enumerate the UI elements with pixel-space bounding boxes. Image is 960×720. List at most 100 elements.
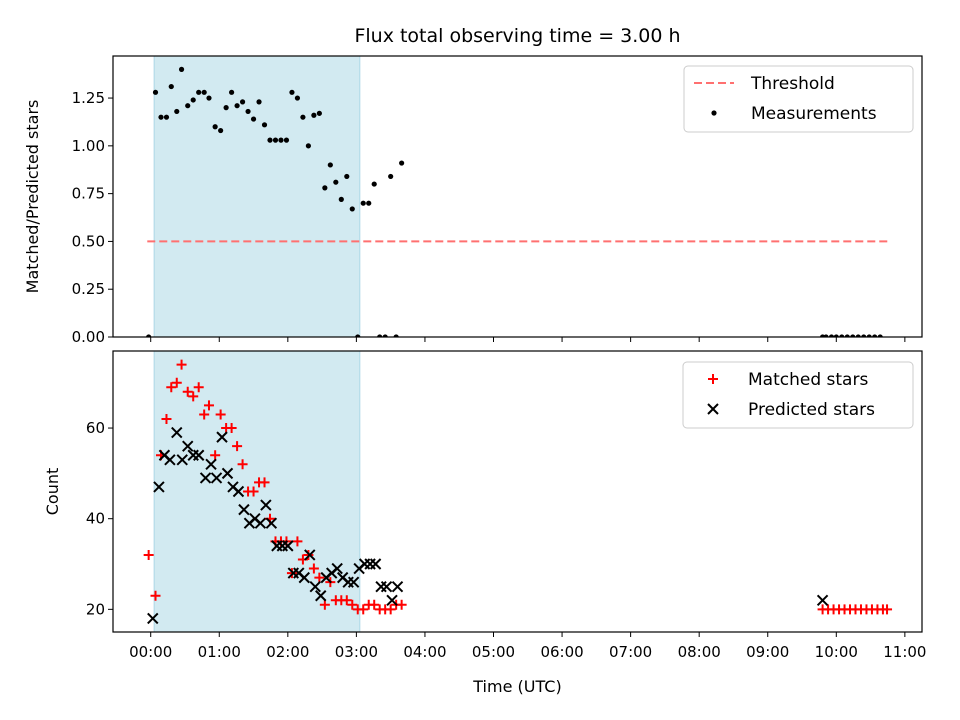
matched-stars-point: [319, 599, 330, 610]
y-tick-label: 40: [86, 510, 105, 528]
measurements-point: [201, 89, 207, 95]
y-tick-label: 0.50: [72, 232, 105, 250]
x-tick-label: 02:00: [266, 643, 309, 661]
measurements-point: [289, 89, 295, 95]
matched-stars-point: [182, 386, 193, 397]
legend-label-measurements: Measurements: [751, 104, 877, 124]
x-tick-label: 06:00: [540, 643, 583, 661]
matched-stars-point: [237, 459, 248, 470]
measurements-point: [206, 95, 212, 101]
x-tick-label: 03:00: [335, 643, 378, 661]
matched-stars-point: [210, 450, 221, 461]
matched-stars-point: [369, 599, 380, 610]
predicted-stars-point: [369, 558, 382, 570]
measurements-point: [844, 334, 850, 337]
measurements-point: [322, 185, 328, 191]
predicted-stars-point: [380, 580, 393, 593]
measurements-point: [823, 334, 829, 337]
y-tick-label: 60: [86, 419, 105, 437]
measurements-point: [294, 95, 301, 101]
predicted-stars-point: [199, 472, 212, 484]
predicted-stars-point: [375, 580, 387, 593]
legend-swatch-measurements: [711, 110, 717, 116]
axes-frame: [112, 350, 923, 633]
y-tick-label: 0.00: [72, 328, 105, 346]
matched-stars-point: [188, 391, 199, 402]
measurements-point: [158, 114, 164, 120]
legend-swatch-matched-stars: [708, 374, 718, 384]
x-tick-label: 07:00: [609, 643, 652, 661]
matched-stars-point: [203, 400, 214, 411]
matched-stars-point: [347, 599, 358, 610]
y-tick-label: 20: [86, 600, 105, 618]
predicted-stars-point: [347, 576, 360, 588]
measurements-point: [152, 89, 159, 95]
measurements-point: [267, 137, 273, 143]
bottom-panel: 20 40 60 00:00 01:00 02:00 03:00 04:00 05:00 06:0…: [43, 350, 926, 661]
measurements-point: [338, 196, 344, 202]
predicted-stars-point: [816, 594, 829, 606]
matched-stars-point: [176, 359, 187, 370]
predicted-stars-point: [315, 590, 327, 602]
matched-stars-point: [396, 599, 407, 610]
predicted-stars-point: [260, 499, 272, 511]
measurements-point: [360, 200, 366, 206]
measurements-point: [355, 334, 361, 337]
legend-label-matched-stars: Matched stars: [748, 370, 868, 390]
chart-title: Flux total observing time = 3.00 h: [354, 25, 680, 47]
x-tick-label: 10:00: [815, 643, 858, 661]
predicted-stars-point: [176, 454, 188, 466]
measurements-point: [178, 66, 185, 72]
measurements-point: [371, 181, 377, 187]
predicted-stars-point: [216, 431, 228, 443]
predicted-stars-point: [298, 571, 310, 584]
plot-area: [146, 66, 888, 337]
measurements-point: [185, 103, 191, 109]
measurements-point: [218, 127, 224, 134]
measurements-point: [305, 143, 311, 149]
predicted-stars-point: [171, 426, 183, 439]
measurements-point: [300, 114, 306, 120]
x-tick-label: 11:00: [883, 643, 926, 661]
measurements-point: [234, 103, 240, 109]
measurements-point: [388, 173, 394, 180]
matched-stars-point: [150, 590, 161, 601]
measurements-point: [168, 83, 174, 90]
y-tick-label: 0.25: [72, 280, 105, 298]
predicted-stars-point: [205, 458, 217, 471]
matched-stars-point: [226, 423, 237, 434]
predicted-stars-point: [358, 558, 371, 570]
measurements-point: [245, 108, 251, 115]
predicted-stars-point: [304, 549, 316, 561]
measurements-point: [828, 334, 835, 337]
x-tick-label: 01:00: [198, 643, 241, 661]
measurements-point: [382, 334, 388, 337]
legend-label-predicted-stars: Predicted stars: [748, 400, 875, 420]
predicted-stars-point: [282, 540, 294, 552]
matched-stars-point: [232, 441, 243, 452]
y-axis-label: Count: [43, 468, 62, 516]
measurements-point: [839, 334, 845, 337]
matched-stars-point: [248, 486, 259, 497]
matched-stars-point: [199, 409, 210, 420]
x-axis-label: Time (UTC): [472, 677, 561, 696]
predicted-stars-point: [265, 517, 278, 529]
measurements-point: [349, 206, 355, 212]
matched-stars-point: [341, 595, 352, 606]
matched-stars-point: [161, 413, 172, 424]
predicted-stars-point: [254, 517, 267, 529]
matched-stars-point: [308, 563, 319, 574]
measurements-point: [278, 137, 284, 143]
predicted-stars-point: [147, 612, 159, 625]
measurements-point: [190, 97, 196, 103]
matched-stars-point: [292, 536, 303, 547]
measurements-point: [833, 334, 839, 337]
top-panel: 0.00 0.25 0.50 0.75 1.00 1.25 Matched/Predicte…: [23, 55, 923, 346]
predicted-stars-point: [238, 503, 250, 516]
measurements-point: [163, 114, 170, 120]
measurements-point: [399, 160, 405, 166]
matched-stars-point: [385, 604, 396, 615]
axes-frame: [112, 55, 923, 338]
measurements-point: [174, 108, 180, 115]
measurements-point: [366, 200, 372, 206]
